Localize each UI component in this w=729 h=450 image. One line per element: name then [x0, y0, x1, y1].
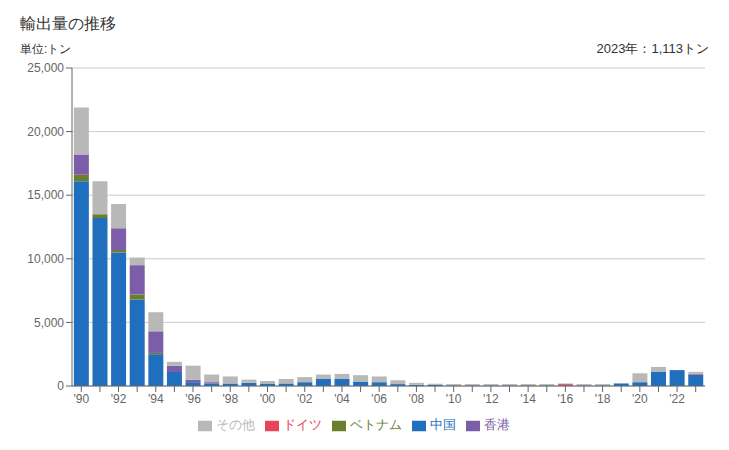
svg-text:'00: '00 [260, 392, 276, 406]
svg-text:'08: '08 [409, 392, 425, 406]
svg-text:'10: '10 [446, 392, 462, 406]
html-text:ドイツ: ドイツ [282, 417, 322, 432]
svg-text:20,000: 20,000 [27, 125, 64, 139]
svg-text:'14: '14 [520, 392, 536, 406]
svg-text:'04: '04 [334, 392, 350, 406]
svg-text:10,000: 10,000 [27, 252, 64, 266]
svg-text:0: 0 [57, 379, 64, 393]
svg-text:25,000: 25,000 [27, 61, 64, 75]
svg-text:'02: '02 [297, 392, 313, 406]
html-text:輸出量の推移: 輸出量の推移 [20, 15, 116, 32]
html-text:ベトナム: ベトナム [349, 417, 402, 432]
svg-text:'16: '16 [558, 392, 574, 406]
html-text:香港: 香港 [483, 417, 510, 432]
svg-text:'90: '90 [73, 392, 89, 406]
html-text:中国: 中国 [429, 417, 456, 432]
svg-text:'22: '22 [669, 392, 685, 406]
svg-text:5,000: 5,000 [34, 316, 64, 330]
html-text:2023年：1,113トン: 2023年：1,113トン [596, 41, 709, 56]
html-text:その他: その他 [215, 417, 255, 432]
svg-text:'94: '94 [148, 392, 164, 406]
html-text:単位:トン: 単位:トン [20, 42, 72, 56]
svg-text:'98: '98 [222, 392, 238, 406]
svg-text:'06: '06 [371, 392, 387, 406]
svg-text:'20: '20 [632, 392, 648, 406]
svg-text:'96: '96 [185, 392, 201, 406]
svg-text:'12: '12 [483, 392, 499, 406]
svg-text:15,000: 15,000 [27, 188, 64, 202]
svg-text:'18: '18 [595, 392, 611, 406]
svg-text:'92: '92 [111, 392, 127, 406]
